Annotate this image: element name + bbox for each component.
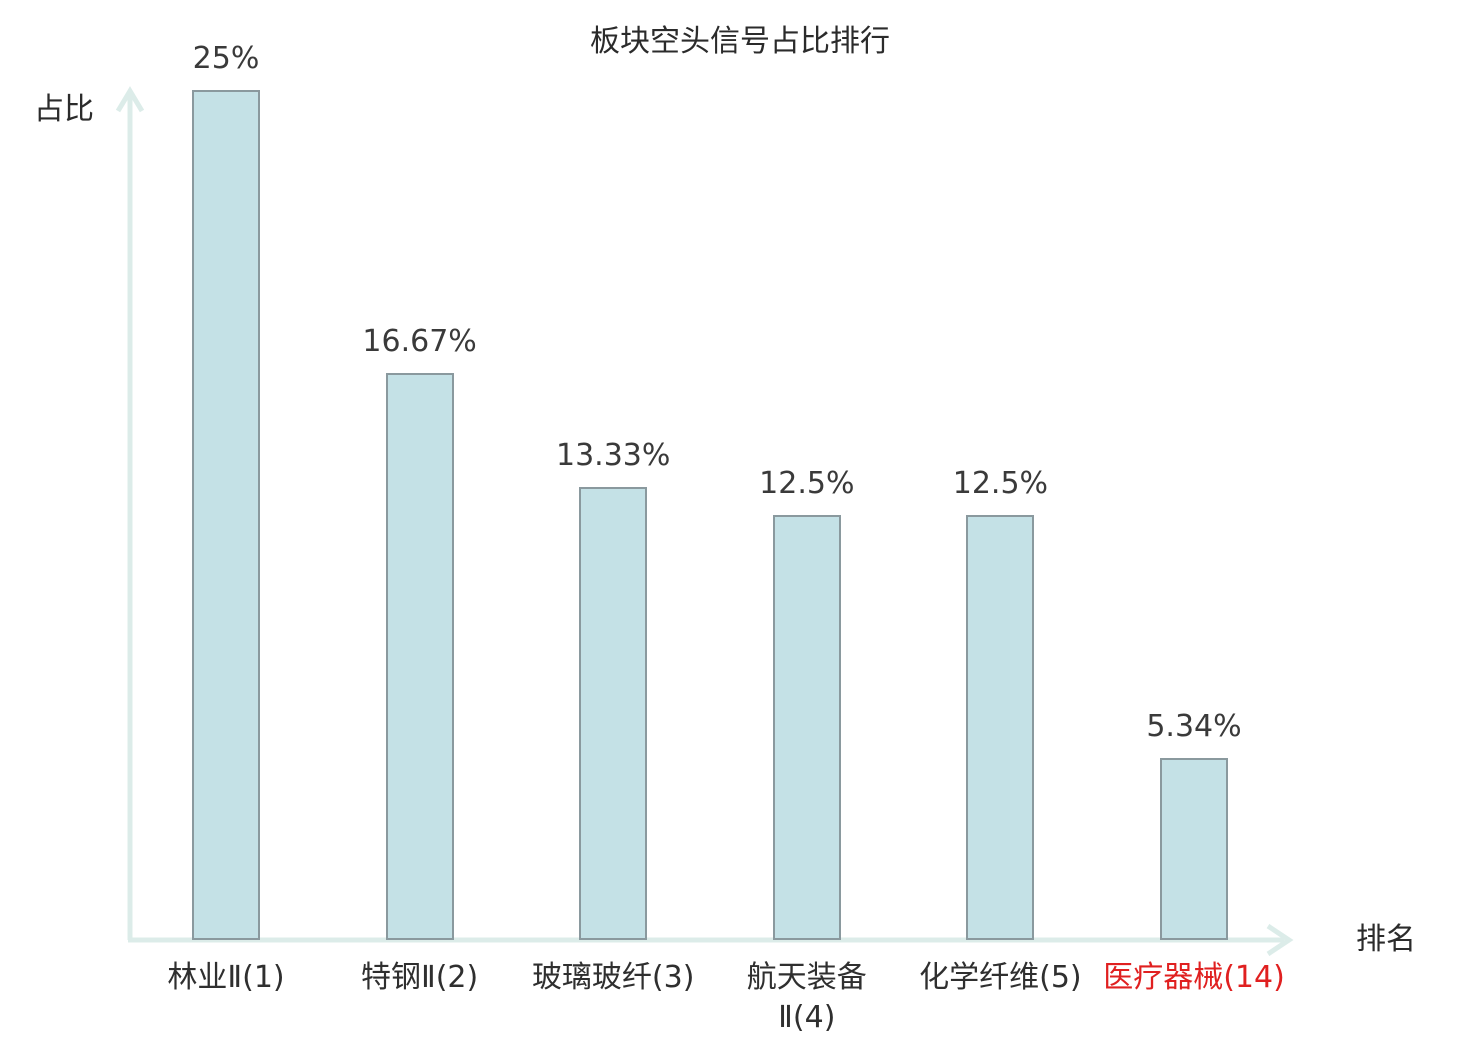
bar — [192, 90, 260, 940]
y-axis-label: 占比 — [34, 92, 94, 127]
x-axis-arrow-icon — [1266, 923, 1294, 957]
bar-category-label: 化学纤维(5) — [919, 960, 1082, 995]
bar — [966, 515, 1035, 940]
bar-category-label: 医疗器械(14) — [1103, 960, 1285, 995]
bar-value-label: 12.5% — [952, 466, 1049, 501]
bar-category-label: 林业Ⅱ(1) — [167, 960, 285, 995]
bar — [579, 487, 648, 940]
bar-category-label: 玻璃玻纤(3) — [531, 960, 695, 995]
bar — [772, 515, 841, 940]
chart-title: 板块空头信号占比排行 — [590, 24, 890, 59]
bar-value-label: 13.33% — [555, 438, 671, 473]
bar — [385, 373, 454, 940]
bar-value-label: 25% — [192, 41, 260, 76]
y-axis-arrow-icon — [115, 86, 145, 113]
bar-category-label: 航天装备 Ⅱ(4) — [746, 960, 867, 1035]
bar — [1160, 758, 1228, 940]
bar-value-label: 12.5% — [759, 466, 855, 501]
x-axis-label: 排名 — [1356, 922, 1416, 957]
bar-value-label: 16.67% — [362, 324, 477, 359]
bar-category-label: 特钢Ⅱ(2) — [360, 960, 479, 995]
bar-value-label: 5.34% — [1146, 709, 1242, 744]
